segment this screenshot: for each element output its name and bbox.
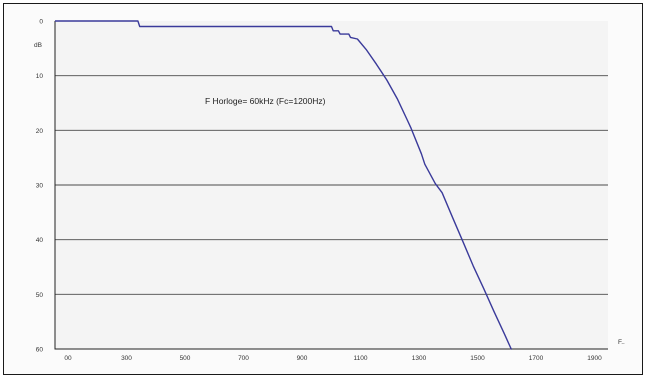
x-tick-label: 00 <box>64 355 72 362</box>
chart-annotation: F Horloge= 60kHz (Fc=1200Hz) <box>205 96 326 106</box>
y-axis-unit-label: dB <box>34 42 42 49</box>
x-tick-label: 1300 <box>412 355 427 362</box>
x-tick-label: 1700 <box>529 355 544 362</box>
axis-lines <box>54 21 608 350</box>
x-tick-label: 900 <box>297 355 308 362</box>
x-tick-label: 1900 <box>587 355 602 362</box>
y-tick-label: 60 <box>36 347 44 354</box>
y-tick-label: 10 <box>36 73 44 80</box>
grid-lines <box>54 21 608 350</box>
x-axis-ticks: 00 300 500 700 900 1100 1300 1500 1700 1900 <box>64 355 602 362</box>
x-axis-unit-label: F.. <box>618 339 625 346</box>
y-tick-label: 20 <box>36 128 44 135</box>
x-tick-label: 1100 <box>354 355 368 362</box>
x-tick-label: 700 <box>238 355 249 362</box>
series-line <box>55 20 512 350</box>
x-tick-label: 1500 <box>470 355 485 362</box>
x-tick-label: 500 <box>180 355 191 362</box>
x-tick-label: 300 <box>121 355 132 362</box>
y-tick-label: 30 <box>36 183 44 190</box>
y-tick-label: 0 <box>39 19 43 26</box>
y-tick-label: 50 <box>36 292 44 299</box>
y-axis-ticks: 0 10 20 30 40 50 60 <box>36 19 44 354</box>
y-tick-label: 40 <box>36 237 44 244</box>
